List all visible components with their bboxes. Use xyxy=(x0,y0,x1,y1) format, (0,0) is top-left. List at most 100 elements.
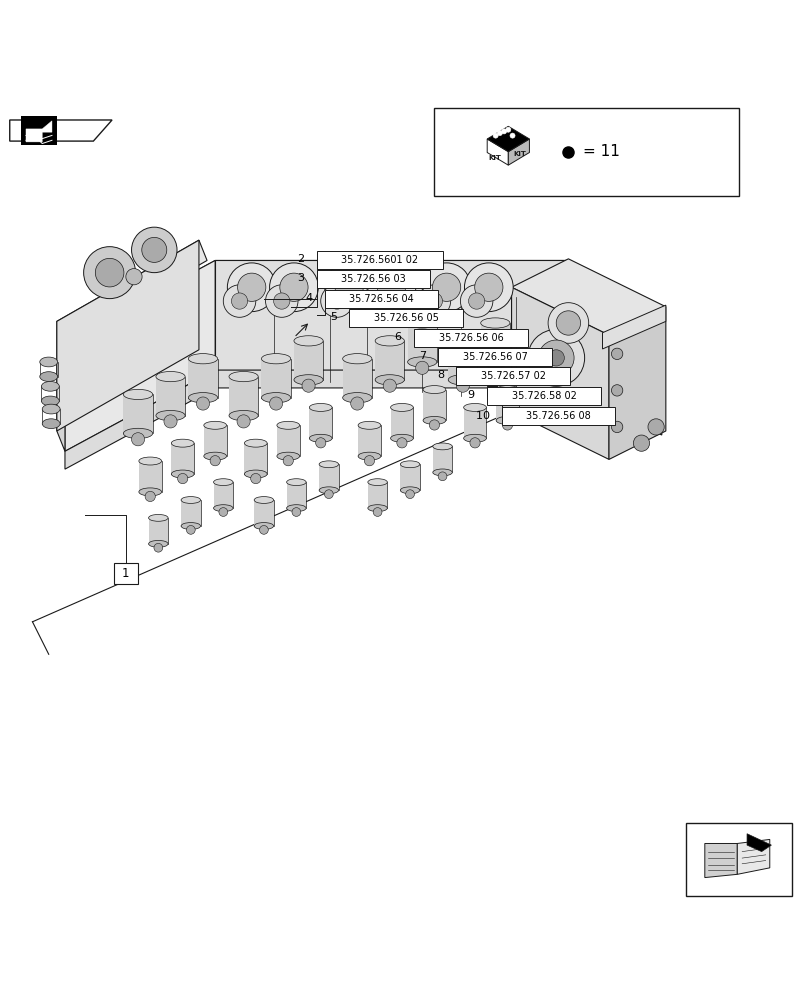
Ellipse shape xyxy=(204,452,226,460)
Ellipse shape xyxy=(277,452,299,460)
Ellipse shape xyxy=(309,434,332,442)
Ellipse shape xyxy=(213,479,233,486)
Bar xyxy=(261,359,290,398)
Circle shape xyxy=(415,361,428,374)
Circle shape xyxy=(371,293,387,309)
Ellipse shape xyxy=(319,461,338,468)
Ellipse shape xyxy=(423,416,445,424)
Polygon shape xyxy=(57,321,65,451)
Bar xyxy=(434,108,738,196)
Ellipse shape xyxy=(375,336,404,346)
Ellipse shape xyxy=(261,393,290,403)
Ellipse shape xyxy=(367,505,387,512)
Bar xyxy=(181,500,200,526)
Text: 6: 6 xyxy=(395,332,406,342)
Ellipse shape xyxy=(390,403,413,411)
Circle shape xyxy=(196,397,209,410)
Circle shape xyxy=(237,415,250,428)
Ellipse shape xyxy=(480,318,509,328)
Circle shape xyxy=(538,340,573,376)
Bar xyxy=(188,359,217,398)
Polygon shape xyxy=(568,260,661,417)
Circle shape xyxy=(383,379,396,392)
Ellipse shape xyxy=(319,487,338,494)
Bar xyxy=(148,518,168,544)
Circle shape xyxy=(265,285,298,317)
Ellipse shape xyxy=(181,497,200,503)
Circle shape xyxy=(273,293,290,309)
Ellipse shape xyxy=(42,419,60,429)
Ellipse shape xyxy=(181,523,200,529)
Polygon shape xyxy=(26,121,52,142)
Ellipse shape xyxy=(367,479,387,486)
Polygon shape xyxy=(487,126,529,152)
Polygon shape xyxy=(608,307,665,459)
Circle shape xyxy=(426,293,442,309)
Ellipse shape xyxy=(448,375,477,385)
Bar xyxy=(114,563,138,584)
Circle shape xyxy=(302,379,315,392)
Ellipse shape xyxy=(309,403,332,411)
Circle shape xyxy=(367,263,415,312)
Bar xyxy=(501,407,615,425)
Ellipse shape xyxy=(123,389,152,400)
Ellipse shape xyxy=(254,497,273,503)
Ellipse shape xyxy=(229,410,258,421)
Text: 10: 10 xyxy=(475,411,493,421)
Ellipse shape xyxy=(139,488,161,496)
Ellipse shape xyxy=(244,470,267,478)
Circle shape xyxy=(269,397,282,410)
Circle shape xyxy=(324,263,373,312)
Ellipse shape xyxy=(171,439,194,447)
Bar xyxy=(423,390,445,420)
Circle shape xyxy=(527,329,584,386)
Ellipse shape xyxy=(213,505,233,512)
Bar xyxy=(139,461,161,492)
Circle shape xyxy=(131,227,177,273)
Bar xyxy=(294,341,323,380)
Bar xyxy=(204,425,226,456)
Circle shape xyxy=(350,397,363,410)
Circle shape xyxy=(488,361,501,374)
Polygon shape xyxy=(10,120,112,141)
Circle shape xyxy=(131,433,144,446)
Polygon shape xyxy=(511,259,665,335)
Text: 35.726.56 05: 35.726.56 05 xyxy=(373,313,438,323)
Circle shape xyxy=(324,490,333,499)
Circle shape xyxy=(251,473,260,484)
Polygon shape xyxy=(704,843,736,878)
Circle shape xyxy=(223,285,255,317)
Text: 35.726.5601 02: 35.726.5601 02 xyxy=(341,255,418,265)
Text: KIT: KIT xyxy=(513,151,526,157)
Circle shape xyxy=(84,247,135,299)
Circle shape xyxy=(377,273,405,301)
Circle shape xyxy=(373,508,381,516)
Circle shape xyxy=(422,263,470,312)
Polygon shape xyxy=(602,305,665,349)
Circle shape xyxy=(429,420,439,430)
Circle shape xyxy=(315,438,325,448)
Circle shape xyxy=(509,133,514,138)
Ellipse shape xyxy=(286,505,306,512)
Text: 35.726.58 02: 35.726.58 02 xyxy=(511,391,576,401)
Circle shape xyxy=(474,273,502,301)
Polygon shape xyxy=(65,260,215,451)
Ellipse shape xyxy=(188,393,217,403)
Circle shape xyxy=(178,473,187,484)
Circle shape xyxy=(502,420,512,430)
Text: 35.726.56 04: 35.726.56 04 xyxy=(349,294,414,304)
Circle shape xyxy=(292,508,300,516)
Circle shape xyxy=(260,525,268,534)
Circle shape xyxy=(470,438,479,448)
Polygon shape xyxy=(511,287,608,459)
Ellipse shape xyxy=(390,434,413,442)
Polygon shape xyxy=(65,260,661,355)
Ellipse shape xyxy=(148,514,168,521)
Ellipse shape xyxy=(277,421,299,429)
Ellipse shape xyxy=(148,540,168,547)
Ellipse shape xyxy=(432,443,452,450)
Circle shape xyxy=(556,311,580,335)
Bar xyxy=(496,390,518,420)
Ellipse shape xyxy=(496,416,518,424)
Bar xyxy=(390,407,413,438)
